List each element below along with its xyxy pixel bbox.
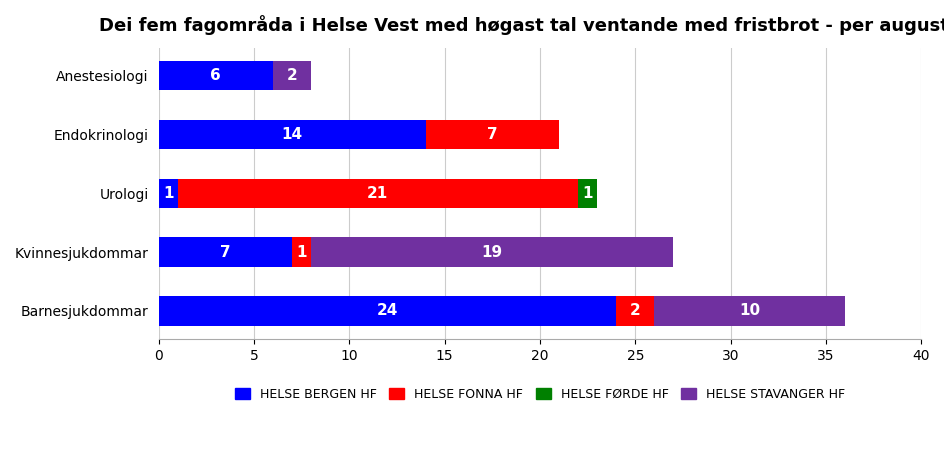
Text: 24: 24 — [377, 303, 397, 318]
Bar — [159, 120, 425, 149]
Legend: HELSE BERGEN HF, HELSE FONNA HF, HELSE FØRDE HF, HELSE STAVANGER HF: HELSE BERGEN HF, HELSE FONNA HF, HELSE F… — [229, 383, 850, 406]
Bar — [159, 178, 177, 208]
Bar — [159, 61, 273, 90]
Text: 2: 2 — [630, 303, 640, 318]
Bar — [615, 296, 653, 325]
Title: Dei fem fagområda i Helse Vest med høgast tal ventande med fristbrot - per augus: Dei fem fagområda i Helse Vest med høgas… — [99, 15, 944, 35]
Bar — [311, 237, 673, 267]
Bar — [273, 61, 311, 90]
Text: 14: 14 — [281, 127, 302, 142]
Bar — [578, 178, 597, 208]
Bar — [177, 178, 578, 208]
Text: 6: 6 — [211, 68, 221, 83]
Bar — [653, 296, 844, 325]
Bar — [159, 296, 615, 325]
Text: 1: 1 — [162, 186, 173, 201]
Text: 7: 7 — [486, 127, 497, 142]
Text: 1: 1 — [582, 186, 592, 201]
Bar — [159, 237, 292, 267]
Text: 2: 2 — [286, 68, 297, 83]
Bar — [292, 237, 311, 267]
Text: 21: 21 — [367, 186, 388, 201]
Text: 10: 10 — [738, 303, 759, 318]
Text: 19: 19 — [481, 245, 502, 260]
Bar — [425, 120, 559, 149]
Text: 7: 7 — [220, 245, 230, 260]
Text: 1: 1 — [296, 245, 307, 260]
